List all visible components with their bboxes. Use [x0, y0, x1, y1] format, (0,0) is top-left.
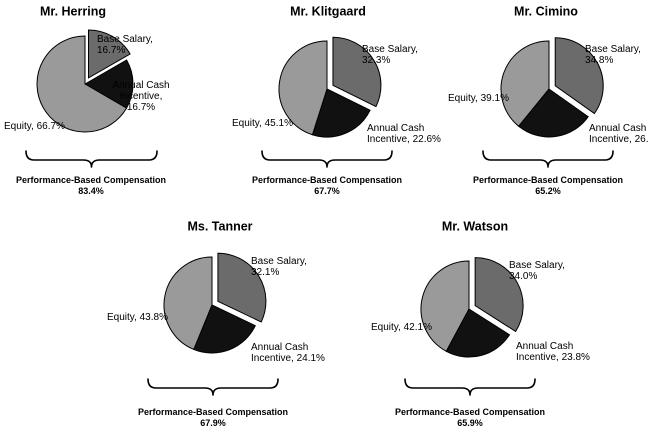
curly-brace: [404, 378, 536, 396]
performance-based-label: Performance-Based Compensation: [138, 407, 288, 417]
slice-label-line: Annual Cash: [112, 80, 169, 91]
performance-based-label: Performance-Based Compensation: [473, 175, 623, 185]
curly-brace: [482, 150, 614, 168]
pie-chart-1: Mr. Klitgaard Base Salary, 32.3% Annual Cas…: [232, 4, 441, 196]
pie-slice-annual-cash-incentive: [445, 308, 511, 358]
pie-slice-annual-cash-incentive: [311, 88, 371, 138]
slice-label-line: Equity, 39.1%: [448, 93, 509, 104]
slice-label: Annual Cash Incentive, 23.8%: [516, 341, 590, 363]
chart-title: Ms. Tanner: [187, 219, 252, 233]
slice-label: Base Salary, 32.1%: [251, 256, 307, 278]
slice-label-line: 34.8%: [585, 55, 613, 66]
slice-label-line: Incentive, 24.1%: [251, 353, 325, 364]
pie-chart-4: Mr. Watson Base Salary, 34.0% Annual Cash In…: [371, 219, 590, 428]
slice-label-line: Annual Cash: [251, 342, 308, 353]
slice-label: Base Salary, 16.7%: [97, 34, 153, 56]
slice-label-line: 32.3%: [362, 55, 390, 66]
curly-brace: [25, 150, 158, 168]
pie-slice-equity: [500, 40, 550, 127]
pie-slice-base-salary: [217, 252, 267, 323]
pie-slice-equity: [36, 35, 128, 133]
slice-label-line: Incentive,: [120, 91, 163, 102]
slice-label: Equity, 39.1%: [448, 93, 509, 104]
slice-label-line: Base Salary,: [251, 256, 307, 267]
slice-label: Equity, 43.8%: [107, 312, 168, 323]
chart-title: Mr. Klitgaard: [290, 4, 366, 18]
slice-label-line: Base Salary,: [97, 34, 153, 45]
performance-based-label: Performance-Based Compensation: [252, 175, 402, 185]
pie-slice-base-salary: [474, 257, 524, 333]
slice-label-line: 34.0%: [509, 271, 537, 282]
chart-title: Mr. Cimino: [514, 4, 578, 18]
slice-label: Annual Cash Incentive, 16.7%: [112, 80, 169, 113]
performance-based-value: 65.2%: [535, 186, 561, 196]
pie-chart-3: Ms. Tanner Base Salary, 32.1% Annual Cash In…: [107, 219, 325, 428]
curly-brace: [147, 378, 279, 396]
slice-label: Base Salary, 34.0%: [509, 260, 565, 282]
performance-based-value: 83.4%: [78, 186, 104, 196]
slice-label-line: Equity, 66.7%: [4, 121, 65, 132]
slice-label-line: Annual Cash: [589, 123, 646, 134]
slice-label-line: Annual Cash: [516, 341, 573, 352]
slice-label: Equity, 42.1%: [371, 322, 432, 333]
performance-based-value: 65.9%: [457, 418, 483, 428]
curly-brace: [261, 150, 393, 168]
pie-slice-base-salary: [554, 37, 604, 115]
pie-slice-annual-cash-incentive: [517, 88, 589, 138]
pie-slice-annual-cash-incentive: [84, 59, 134, 109]
pie-slice-equity: [278, 40, 328, 136]
pie-slice-base-salary: [88, 29, 131, 79]
slice-label-line: Base Salary,: [362, 44, 418, 55]
chart-title: Mr. Herring: [40, 4, 106, 18]
slice-label-line: 16.7%: [97, 45, 125, 56]
slice-label: Annual Cash Incentive, 24.1%: [251, 342, 325, 364]
slice-label-line: Equity, 42.1%: [371, 322, 432, 333]
pie-chart-2: Mr. Cimino Base Salary, 34.8% Annual Cash In…: [448, 4, 649, 196]
slice-label: Base Salary, 32.3%: [362, 44, 418, 66]
slice-label: Base Salary, 34.8%: [585, 44, 641, 66]
slice-label-line: Equity, 45.1%: [232, 118, 293, 129]
slice-label-line: Base Salary,: [509, 260, 565, 271]
slice-label-line: Incentive, 26.1%: [589, 134, 649, 145]
pie-slice-equity: [420, 260, 470, 352]
slice-label-line: Incentive, 22.6%: [367, 134, 441, 145]
pie-slice-equity: [163, 256, 213, 351]
slice-label-line: 16.7%: [127, 102, 155, 113]
slice-label-line: Incentive, 23.8%: [516, 352, 590, 363]
pie-slice-base-salary: [332, 36, 382, 108]
slice-label: Equity, 66.7%: [4, 121, 65, 132]
slice-label: Equity, 45.1%: [232, 118, 293, 129]
performance-based-label: Performance-Based Compensation: [16, 175, 166, 185]
slice-label-line: Annual Cash: [367, 123, 424, 134]
slice-label-line: Equity, 43.8%: [107, 312, 168, 323]
pie-slice-annual-cash-incentive: [193, 304, 256, 354]
performance-based-value: 67.7%: [314, 186, 340, 196]
slice-label-line: 32.1%: [251, 267, 279, 278]
chart-title: Mr. Watson: [442, 219, 508, 233]
performance-based-value: 67.9%: [200, 418, 226, 428]
slice-label: Annual Cash Incentive, 22.6%: [367, 123, 441, 145]
slice-label-line: Base Salary,: [585, 44, 641, 55]
performance-based-label: Performance-Based Compensation: [395, 407, 545, 417]
